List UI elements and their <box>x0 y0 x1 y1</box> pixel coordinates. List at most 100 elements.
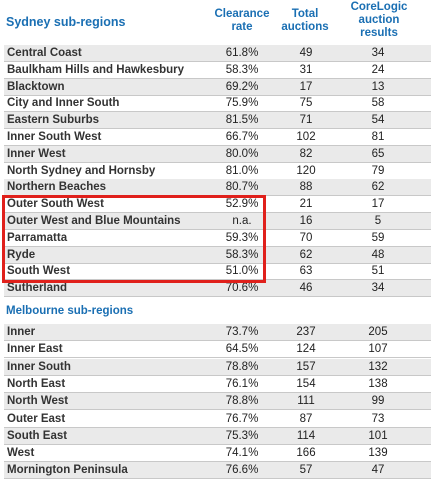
corelogic-results: 54 <box>371 114 385 127</box>
corelogic-results: 132 <box>368 360 388 373</box>
total-auctions: 49 <box>299 47 313 59</box>
corelogic-results: 99 <box>371 395 385 408</box>
clearance-rate: 51.0% <box>225 265 259 278</box>
corelogic-results: 107 <box>368 343 388 356</box>
region-name: North East <box>7 377 66 390</box>
clearance-rate: 59.3% <box>225 231 259 244</box>
clearance-rate: 80.7% <box>225 181 259 194</box>
corelogic-results: 13 <box>371 80 385 93</box>
clearance-rate: 70.6% <box>225 282 259 295</box>
region-name: South East <box>7 429 68 442</box>
region-name: Mornington Peninsula <box>7 464 128 477</box>
table-row: Ryde 58.3% 62 48 <box>4 246 431 264</box>
region-name: Inner South <box>7 360 71 373</box>
row-divider <box>4 262 431 264</box>
row-divider <box>4 229 431 230</box>
total-auctions: 17 <box>299 80 313 93</box>
corelogic-results: 58 <box>371 97 385 110</box>
total-auctions: 31 <box>299 63 313 76</box>
table-row: North East 76.1% 154 138 <box>4 376 431 393</box>
corelogic-results: 17 <box>371 198 385 211</box>
table-row: North Sydney and Hornsby 81.0% 120 79 <box>4 163 431 180</box>
corelogic-results: 51 <box>371 265 385 278</box>
total-auctions: 87 <box>299 412 313 425</box>
table-row: South East 75.3% 114 101 <box>4 427 431 445</box>
total-auctions: 63 <box>299 265 313 278</box>
total-auctions: 62 <box>299 248 313 261</box>
row-divider <box>4 94 431 96</box>
corelogic-results-header: CoreLogic auction results <box>350 1 408 39</box>
total-auctions: 88 <box>299 181 313 194</box>
corelogic-results: 139 <box>368 447 388 460</box>
table-row: North West 78.8% 111 99 <box>4 393 431 411</box>
corelogic-results: 101 <box>368 429 388 442</box>
region-name: Northern Beaches <box>7 181 107 194</box>
table-row: Inner East 64.5% 124 107 <box>4 341 431 359</box>
corelogic-results: 79 <box>371 164 385 177</box>
row-divider <box>4 374 431 376</box>
row-divider <box>4 279 431 281</box>
row-divider <box>4 296 431 298</box>
total-auctions: 70 <box>299 231 313 244</box>
corelogic-results: 81 <box>371 131 385 143</box>
total-auctions: 114 <box>296 429 316 442</box>
corelogic-results: 59 <box>371 231 385 244</box>
corelogic-results: 5 <box>374 215 382 227</box>
table-row: South West 51.0% 63 51 <box>4 263 431 281</box>
region-name: Eastern Suburbs <box>7 114 100 127</box>
corelogic-results: 138 <box>368 377 388 390</box>
clearance-rate: 81.0% <box>225 164 259 177</box>
clearance-rate: 76.1% <box>225 377 259 390</box>
total-auctions: 154 <box>296 377 316 390</box>
table-row: Inner South 78.8% 157 132 <box>4 358 431 376</box>
table-row: Blacktown 69.2% 17 13 <box>4 78 431 96</box>
clearance-rate: 81.5% <box>225 114 259 127</box>
corelogic-results: 73 <box>371 412 385 425</box>
clearance-rate: 73.7% <box>225 326 259 338</box>
row-divider <box>4 478 431 480</box>
region-name: Inner South West <box>7 131 102 143</box>
region-name: South West <box>7 265 71 278</box>
table-row: Mornington Peninsula 76.6% 57 47 <box>4 462 431 480</box>
table-row: Central Coast 61.8% 49 34 <box>4 45 431 62</box>
total-auctions: 75 <box>299 97 313 110</box>
clearance-rate: 61.8% <box>225 47 259 59</box>
total-auctions: 120 <box>296 164 316 177</box>
region-name: Outer South West <box>7 198 104 211</box>
region-name: Inner East <box>7 343 63 356</box>
clearance-rate: 76.7% <box>225 412 259 425</box>
table-header: Sydney sub-regions Clearance rate Total … <box>0 0 435 44</box>
total-auctions: 157 <box>296 360 316 373</box>
table-row: Baulkham Hills and Hawkesbury 58.3% 31 24 <box>4 62 431 79</box>
row-divider <box>4 212 431 214</box>
corelogic-results: 24 <box>371 63 385 76</box>
region-name: West <box>7 447 35 460</box>
total-auctions-header: Total auctions <box>281 8 329 33</box>
row-divider <box>4 461 431 463</box>
clearance-rate: 76.6% <box>225 464 259 477</box>
row-divider <box>4 145 431 146</box>
total-auctions: 57 <box>299 464 313 477</box>
table-row: Inner South West 66.7% 102 81 <box>4 129 431 146</box>
table-row: Inner West 80.0% 82 65 <box>4 145 431 163</box>
clearance-rate: 74.1% <box>225 447 259 460</box>
region-name: Inner West <box>7 147 66 160</box>
clearance-rate: 58.3% <box>225 248 259 261</box>
table-row: Eastern Suburbs 81.5% 71 54 <box>4 112 431 130</box>
row-divider <box>4 111 431 113</box>
table-row: West 74.1% 166 139 <box>4 445 431 463</box>
melbourne-section-title: Melbourne sub-regions <box>6 305 134 317</box>
table-row: Sutherland 70.6% 46 34 <box>4 280 431 298</box>
row-divider <box>4 426 431 428</box>
region-name: City and Inner South <box>7 97 120 110</box>
region-name: Baulkham Hills and Hawkesbury <box>7 63 185 76</box>
clearance-rate: 75.3% <box>225 429 259 442</box>
total-auctions: 124 <box>296 343 316 356</box>
row-divider <box>4 391 431 393</box>
corelogic-results: 34 <box>371 282 385 295</box>
table-row: Outer East 76.7% 87 73 <box>4 411 431 428</box>
row-divider <box>4 77 431 79</box>
region-name: North Sydney and Hornsby <box>7 164 156 177</box>
corelogic-results: 65 <box>371 147 385 160</box>
total-auctions: 237 <box>296 326 316 338</box>
